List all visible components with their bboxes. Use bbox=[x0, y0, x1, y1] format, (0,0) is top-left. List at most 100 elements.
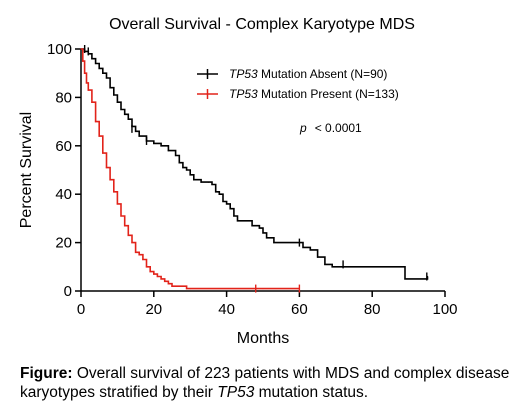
data-point bbox=[98, 67, 100, 69]
data-point bbox=[211, 183, 213, 186]
p-value-symbol: p bbox=[299, 121, 307, 135]
data-point bbox=[189, 174, 191, 176]
data-point bbox=[82, 60, 84, 62]
data-point bbox=[236, 220, 239, 222]
y-tick-label: 40 bbox=[55, 186, 72, 203]
data-point bbox=[317, 256, 319, 258]
data-point bbox=[120, 215, 122, 217]
data-point bbox=[167, 150, 169, 152]
data-point bbox=[109, 87, 111, 89]
legend-label-absent: TP53 Mutation Absent (N=90) bbox=[229, 67, 387, 81]
data-point bbox=[262, 287, 264, 290]
data-point bbox=[153, 273, 155, 275]
data-point bbox=[149, 271, 151, 273]
y-tick-label: 0 bbox=[64, 283, 72, 300]
data-point bbox=[200, 181, 202, 183]
legend-rest-absent: Mutation Absent (N=90) bbox=[258, 67, 388, 81]
legend-item-present: TP53 Mutation Present (N=133) bbox=[197, 87, 399, 101]
data-point bbox=[91, 101, 93, 103]
data-point bbox=[85, 82, 88, 84]
data-point bbox=[98, 135, 100, 137]
data-point bbox=[138, 254, 140, 256]
chart-title: Overall Survival - Complex Karyotype MDS bbox=[109, 16, 415, 33]
data-point bbox=[226, 203, 228, 205]
x-tick-label: 100 bbox=[432, 301, 457, 318]
legend-label-present: TP53 Mutation Present (N=133) bbox=[229, 87, 399, 101]
data-point bbox=[142, 258, 144, 261]
legend-gene-absent: TP53 bbox=[229, 67, 258, 81]
data-point bbox=[105, 166, 108, 169]
data-point bbox=[113, 94, 115, 96]
data-point bbox=[182, 166, 184, 169]
data-point bbox=[193, 179, 195, 181]
data-point bbox=[178, 162, 180, 164]
data-point bbox=[269, 237, 271, 239]
data-point bbox=[251, 225, 253, 227]
data-point bbox=[87, 89, 89, 91]
legend-rest-present: Mutation Present (N=133) bbox=[258, 87, 399, 101]
caption-text-1: Overall survival of 223 patients with MD… bbox=[20, 365, 510, 401]
data-point bbox=[94, 62, 97, 65]
series-present bbox=[80, 48, 301, 293]
data-point bbox=[153, 142, 155, 144]
data-point bbox=[331, 266, 333, 268]
caption-gene: TP53 bbox=[217, 384, 255, 401]
data-point bbox=[124, 225, 126, 227]
data-point bbox=[94, 121, 97, 123]
data-point bbox=[258, 227, 260, 229]
y-axis: 0 20 40 60 80 100 bbox=[47, 41, 82, 300]
data-point bbox=[185, 287, 188, 290]
data-point bbox=[80, 48, 82, 50]
data-point bbox=[309, 249, 311, 251]
legend: TP53 Mutation Absent (N=90) TP53 Mutatio… bbox=[197, 67, 399, 101]
data-point bbox=[127, 234, 129, 236]
data-point bbox=[207, 181, 209, 183]
data-point bbox=[185, 169, 188, 171]
data-point bbox=[102, 152, 104, 154]
data-point bbox=[102, 72, 104, 74]
data-point bbox=[120, 108, 122, 111]
data-point bbox=[189, 287, 191, 290]
x-tick-label: 60 bbox=[291, 301, 308, 318]
data-point bbox=[116, 101, 118, 103]
data-point bbox=[127, 118, 129, 120]
data-point bbox=[160, 278, 162, 280]
legend-gene-present: TP53 bbox=[229, 87, 258, 101]
y-axis-label: Percent Survival bbox=[18, 112, 35, 229]
data-point bbox=[91, 58, 93, 60]
y-tick-label: 100 bbox=[47, 41, 72, 58]
y-tick-label: 60 bbox=[55, 138, 72, 155]
p-value-annotation: p < 0.0001 bbox=[299, 121, 362, 135]
x-tick-label: 20 bbox=[145, 301, 162, 318]
data-point bbox=[156, 275, 159, 278]
series-absent bbox=[80, 45, 429, 281]
data-point bbox=[218, 193, 220, 195]
data-point bbox=[247, 220, 250, 222]
data-point bbox=[175, 285, 177, 287]
p-value-text: < 0.0001 bbox=[315, 121, 362, 135]
x-ticks: 0 20 40 60 80 100 bbox=[77, 291, 458, 318]
data-point bbox=[324, 263, 326, 265]
data-point bbox=[215, 191, 217, 193]
data-point bbox=[233, 215, 235, 217]
data-point bbox=[273, 242, 275, 244]
data-point bbox=[138, 135, 140, 137]
data-point bbox=[124, 113, 126, 115]
survival-chart: Overall Survival - Complex Karyotype MDS… bbox=[18, 16, 458, 347]
x-tick-label: 40 bbox=[218, 301, 235, 318]
data-point bbox=[113, 191, 115, 193]
y-tick-label: 20 bbox=[55, 235, 72, 252]
data-point bbox=[131, 242, 133, 244]
y-ticks: 0 20 40 60 80 100 bbox=[47, 41, 81, 300]
x-tick-label: 0 bbox=[77, 301, 85, 318]
data-point bbox=[262, 232, 264, 234]
data-point bbox=[175, 154, 177, 157]
data-point bbox=[182, 285, 184, 287]
series-layer bbox=[80, 45, 429, 293]
survival-curve-absent bbox=[81, 48, 429, 280]
x-tick-label: 80 bbox=[364, 301, 381, 318]
data-point bbox=[164, 280, 166, 282]
data-point bbox=[222, 200, 224, 203]
caption-lead: Figure: bbox=[20, 365, 73, 382]
data-point bbox=[400, 266, 402, 268]
